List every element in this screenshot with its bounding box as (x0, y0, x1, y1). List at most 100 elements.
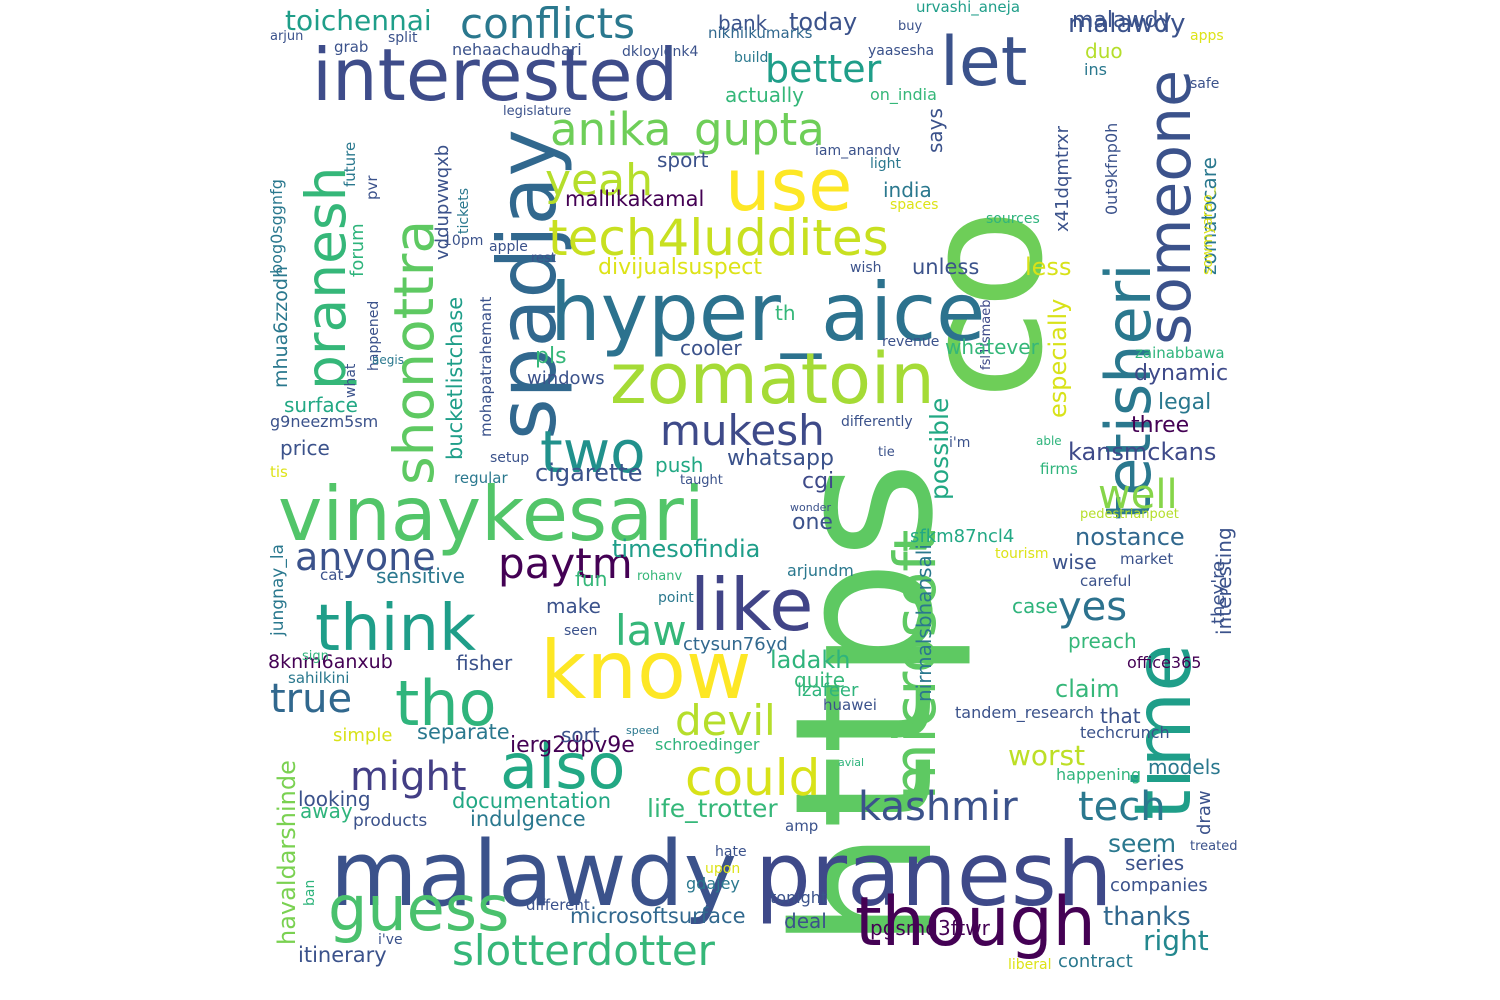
cloud-word: tech (1078, 784, 1166, 830)
cloud-word: malawdy (1068, 9, 1186, 39)
cloud-word: series (1125, 851, 1184, 875)
cloud-word: speed (626, 724, 659, 737)
cloud-word: i'm (949, 435, 970, 451)
cloud-word: better (765, 47, 882, 91)
cloud-word: nirmalsbhansali (912, 544, 936, 702)
cloud-word: pgsmd3ftwr (870, 916, 991, 940)
cloud-word: tis (270, 463, 288, 481)
cloud-word: sowmyarao_ (1200, 186, 1216, 275)
cloud-word: tandem_research (955, 703, 1094, 723)
cloud-word: light (870, 156, 902, 172)
cloud-word: paytm (498, 539, 633, 588)
cloud-word: cat (320, 566, 343, 584)
cloud-word: ladakh (770, 646, 850, 674)
cloud-word: sfkm87ncl4 (910, 526, 1014, 547)
cloud-word: techcrunch (1080, 723, 1170, 742)
cloud-word: revenue (882, 334, 939, 350)
cloud-word: point (658, 590, 694, 606)
cloud-word: zomatocare (1197, 157, 1221, 275)
cloud-word: cigarette (535, 459, 643, 487)
cloud-word: tie (878, 445, 895, 460)
cloud-word: worst (1008, 739, 1085, 772)
cloud-word: time (1119, 644, 1209, 820)
cloud-word: treated (1190, 839, 1237, 854)
cloud-word: firms (1040, 460, 1078, 478)
cloud-word: itinerary (298, 943, 387, 967)
cloud-word: thanks (1103, 902, 1191, 932)
cloud-word: microsoft (881, 530, 949, 800)
cloud-word: aegis (372, 353, 404, 367)
cloud-word: pedestrianpoet (1080, 507, 1179, 522)
cloud-word: toichennai (285, 4, 432, 37)
cloud-word: microsoftsurface (570, 904, 746, 928)
cloud-word: someone (1135, 70, 1205, 345)
cloud-word: like (690, 563, 813, 647)
cloud-word: interesting (1212, 527, 1236, 635)
cloud-word: law (615, 606, 687, 655)
cloud-word: legal (1158, 390, 1211, 415)
cloud-word: future (341, 142, 359, 187)
cloud-word: sensitive (376, 564, 465, 588)
cloud-word: india (883, 178, 932, 202)
cloud-word: different (526, 896, 590, 914)
cloud-word: though (855, 883, 1096, 962)
cloud-word: documentation (452, 789, 611, 813)
cloud-word: happening (1056, 765, 1141, 784)
cloud-word: iam_anandv (815, 143, 900, 159)
cloud-word: pls (535, 344, 567, 369)
cloud-word: might (350, 754, 467, 800)
cloud-word: fsl1lsmaeb (979, 300, 994, 371)
cloud-word: case (1012, 594, 1058, 618)
cloud-word: unless (912, 255, 979, 279)
cloud-word: use (725, 143, 852, 227)
cloud-word: pranesh (294, 167, 358, 390)
cloud-word: deal (784, 909, 827, 933)
cloud-word: taught (680, 473, 723, 488)
cloud-word: divijualsuspect (598, 255, 762, 280)
cloud-word: huawei (823, 696, 877, 714)
cloud-word: seen (564, 623, 597, 639)
cloud-word: cgi (802, 469, 834, 494)
cloud-word: mallikakamal (565, 187, 704, 211)
cloud-word: malawdy (330, 822, 737, 927)
cloud-word: hyper_aice (550, 266, 985, 359)
cloud-word: tho (395, 667, 497, 740)
cloud-word: think (315, 592, 476, 666)
cloud-word: th (775, 301, 796, 325)
cloud-word: 0ut9kfnp0h (1102, 123, 1121, 215)
cloud-word: urvashi_aneja (916, 0, 1020, 17)
cloud-word: indulgence (470, 807, 586, 831)
cloud-word: upon (705, 861, 740, 877)
cloud-word: tetisheri (1092, 264, 1165, 520)
cloud-word: shonottra (382, 220, 446, 485)
cloud-word: ban (302, 880, 318, 906)
cloud-word: they're (1208, 561, 1229, 624)
cloud-word: tonight (770, 888, 827, 907)
cloud-word: bucketlistchase (443, 297, 467, 460)
cloud-word: fisher (456, 651, 513, 675)
cloud-word: g9neezm5sm (270, 412, 378, 431)
cloud-word: amp (785, 817, 818, 835)
cloud-word: dynamic (1134, 361, 1228, 386)
cloud-word: whatever (945, 335, 1040, 359)
cloud-word: malawdy (1072, 8, 1171, 33)
cloud-word: nikhilkumarks (708, 24, 813, 42)
cloud-word: pranesh (755, 823, 1113, 926)
cloud-word: kashmir (858, 784, 1018, 830)
cloud-word: especially (1044, 299, 1072, 418)
cloud-word: mohapatrahemant (477, 297, 495, 437)
cloud-word: yes (1058, 584, 1127, 630)
cloud-word: office365 (1127, 653, 1201, 672)
cloud-word: sort (561, 723, 600, 747)
cloud-word: that (1100, 704, 1141, 728)
cloud-word: one (792, 510, 833, 535)
cloud-word: wish (850, 260, 882, 276)
cloud-word: today (789, 8, 857, 36)
cloud-word: dkloyldnk4 (622, 44, 698, 60)
cloud-word: setup (490, 450, 529, 466)
cloud-word: devil (675, 696, 776, 745)
cloud-word: vddupvwqxb (432, 145, 453, 260)
cloud-word: lzafeer (797, 680, 859, 701)
cloud-word: anyone (295, 535, 436, 579)
